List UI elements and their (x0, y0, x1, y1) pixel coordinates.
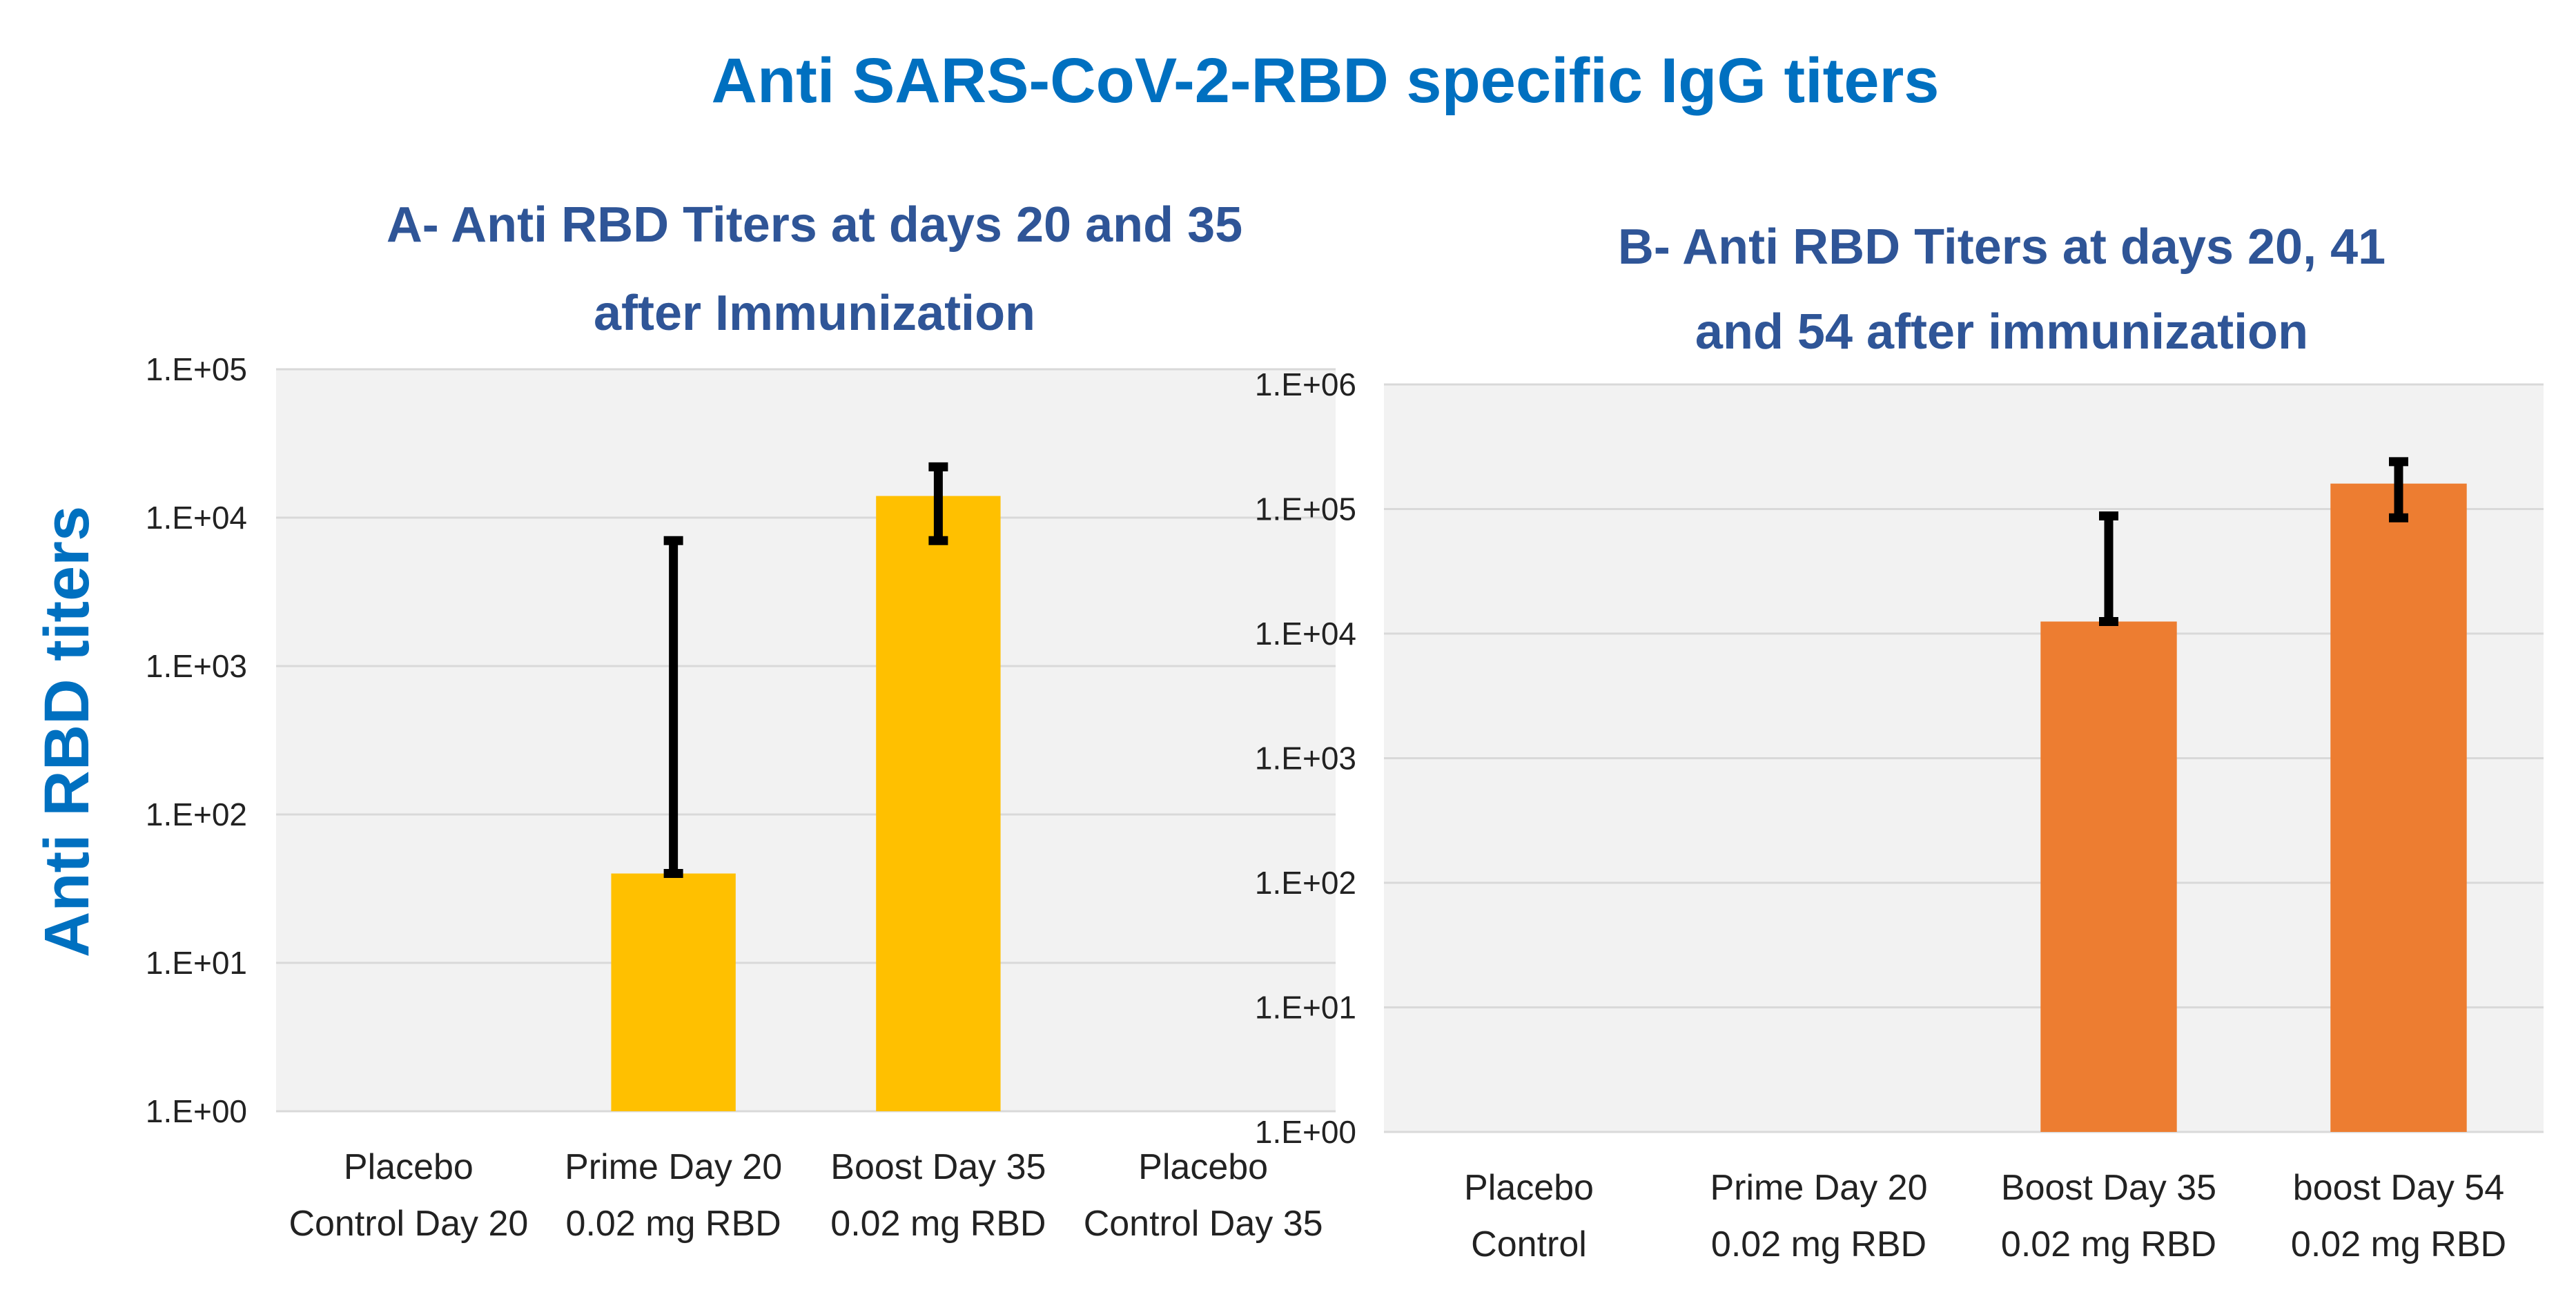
x-tick-label-a: 0.02 mg RBD (830, 1204, 1046, 1244)
panel-title-b-line-2: and 54 after immunization (1695, 304, 2308, 360)
bar-b-4 (2330, 483, 2467, 1132)
figure-title: Anti SARS-CoV-2-RBD specific IgG titers (712, 46, 1940, 116)
x-tick-label-b: Control (1471, 1224, 1587, 1264)
error-bar-a-2 (663, 536, 683, 879)
x-tick-label-b: Boost Day 35 (2001, 1168, 2216, 1208)
y-tick-label-b: 1.E+06 (1255, 367, 1356, 402)
panel-title-a-line-2: after Immunization (594, 286, 1035, 341)
error-bar-b-3 (2099, 511, 2118, 627)
y-tick-label-a: 1.E+03 (146, 648, 247, 684)
x-tick-label-a: Placebo (344, 1147, 474, 1187)
y-tick-label-b: 1.E+05 (1255, 491, 1356, 527)
x-tick-label-b: Prime Day 20 (1710, 1168, 1928, 1208)
error-bar-a-3 (928, 462, 948, 545)
error-bar-b-4 (2389, 457, 2408, 522)
x-tick-label-a: Prime Day 20 (565, 1147, 782, 1187)
bar-b-3 (2040, 621, 2177, 1132)
panel-title-a-line-1: A- Anti RBD Titers at days 20 and 35 (387, 197, 1242, 253)
y-tick-label-b: 1.E+04 (1255, 616, 1356, 652)
x-tick-label-a: 0.02 mg RBD (566, 1204, 781, 1244)
y-tick-label-a: 1.E+02 (146, 797, 247, 832)
x-tick-label-b: 0.02 mg RBD (1711, 1224, 1926, 1264)
x-tick-label-b: 0.02 mg RBD (2291, 1224, 2506, 1264)
x-tick-label-a: Control Day 35 (1084, 1204, 1323, 1244)
y-axis-label: Anti RBD titers (32, 506, 102, 957)
x-tick-label-a: Placebo (1138, 1147, 1268, 1187)
y-tick-label-b: 1.E+03 (1255, 741, 1356, 776)
y-tick-label-a: 1.E+04 (146, 500, 247, 536)
x-tick-label-b: Placebo (1464, 1168, 1594, 1208)
x-tick-label-b: 0.02 mg RBD (2001, 1224, 2216, 1264)
y-tick-label-a: 1.E+01 (146, 945, 247, 981)
panel-title-b-line-1: B- Anti RBD Titers at days 20, 41 (1618, 219, 2385, 275)
y-tick-label-a: 1.E+00 (146, 1093, 247, 1129)
y-tick-label-b: 1.E+02 (1255, 865, 1356, 901)
chart-panel-a: A- Anti RBD Titers at days 20 and 35 afte… (146, 197, 1336, 1244)
x-tick-label-b: boost Day 54 (2293, 1168, 2504, 1208)
x-tick-label-a: Control Day 20 (289, 1204, 528, 1244)
x-tick-label-a: Boost Day 35 (830, 1147, 1046, 1187)
y-tick-label-b: 1.E+01 (1255, 990, 1356, 1026)
chart-panel-b: B- Anti RBD Titers at days 20, 41 and 54 … (1255, 219, 2544, 1264)
bar-a-2 (611, 873, 736, 1111)
y-tick-label-b: 1.E+00 (1255, 1114, 1356, 1150)
plot-area-a (276, 369, 1336, 1111)
y-tick-label-a: 1.E+05 (146, 351, 247, 387)
bar-a-3 (876, 496, 1001, 1111)
